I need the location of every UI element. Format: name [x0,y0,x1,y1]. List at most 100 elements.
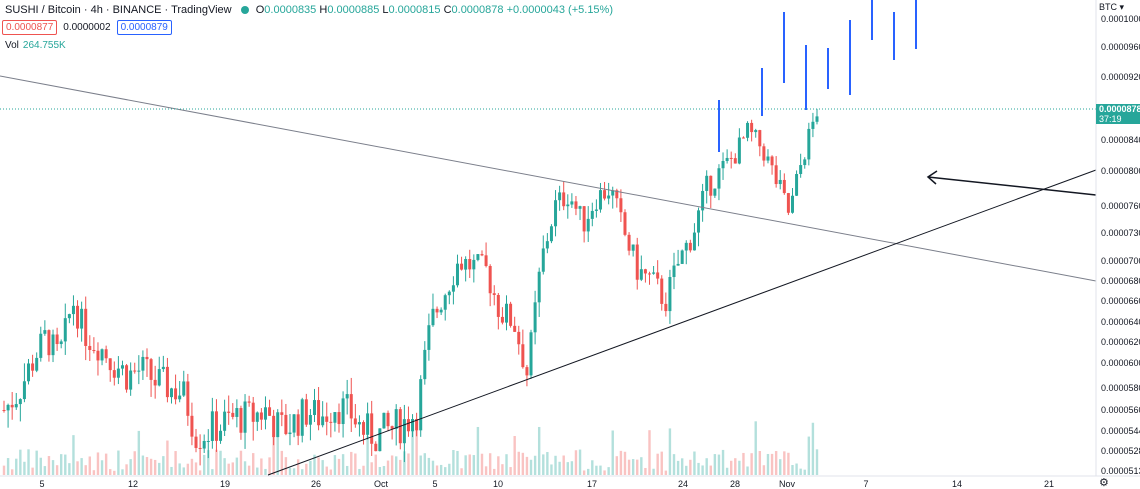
candle-body[interactable] [643,269,647,274]
candle-body[interactable] [333,412,337,423]
currency-selector[interactable]: BTC ▾ [1099,2,1124,13]
candle-body[interactable] [725,157,729,162]
candle-body[interactable] [362,422,366,435]
candle-body[interactable] [153,379,157,386]
candle-body[interactable] [460,263,464,270]
candle-body[interactable] [590,210,594,219]
candle-body[interactable] [92,350,96,352]
candle-body[interactable] [51,334,55,356]
candle-body[interactable] [96,350,100,361]
candle-body[interactable] [239,408,243,433]
candle-body[interactable] [807,128,811,160]
symbol-title[interactable]: SUSHI / Bitcoin · 4h · BINANCE · Trading… [5,4,232,16]
candle-body[interactable] [6,404,10,411]
candle-body[interactable] [435,308,439,313]
candle-body[interactable] [27,363,31,382]
candle-body[interactable] [423,349,427,380]
candle-body[interactable] [157,369,161,386]
candle-body[interactable] [149,359,153,380]
candle-body[interactable] [464,259,468,270]
candle-body[interactable] [545,241,549,249]
candle-body[interactable] [419,379,423,431]
candle-body[interactable] [84,308,88,346]
candle-body[interactable] [55,334,59,345]
candle-body[interactable] [750,122,754,133]
candle-body[interactable] [137,370,141,372]
candle-body[interactable] [656,272,660,279]
candle-body[interactable] [549,226,553,242]
candle-body[interactable] [202,440,206,449]
candle-body[interactable] [513,325,517,332]
candle-body[interactable] [603,190,607,199]
candle-body[interactable] [766,156,770,161]
candle-body[interactable] [468,259,472,270]
candle-body[interactable] [660,278,664,304]
candle-body[interactable] [733,158,737,164]
candle-body[interactable] [558,192,562,201]
candle-body[interactable] [721,161,725,169]
candle-body[interactable] [574,201,578,209]
candle-body[interactable] [231,412,235,417]
candle-body[interactable] [447,291,451,296]
sell-price-button[interactable]: 0.0000877 [2,20,58,35]
candle-body[interactable] [496,294,500,317]
candle-body[interactable] [803,159,807,166]
candle-body[interactable] [378,428,382,452]
candle-body[interactable] [517,331,521,345]
candle-body[interactable] [206,440,210,442]
candle-body[interactable] [390,426,394,429]
candle-body[interactable] [705,175,709,191]
candle-body[interactable] [300,399,304,436]
candle-body[interactable] [455,263,459,286]
candle-body[interactable] [120,365,124,369]
candle-body[interactable] [521,344,525,368]
candle-body[interactable] [174,388,178,400]
candle-body[interactable] [717,168,721,189]
candle-body[interactable] [439,309,443,313]
candle-body[interactable] [382,412,386,429]
candle-body[interactable] [582,206,586,232]
candle-body[interactable] [43,330,47,334]
candle-body[interactable] [321,416,325,426]
candle-body[interactable] [570,201,574,205]
candle-body[interactable] [374,443,378,452]
candle-body[interactable] [406,419,410,432]
candle-body[interactable] [492,293,496,295]
candle-body[interactable] [308,414,312,425]
candle-body[interactable] [431,308,435,326]
candle-body[interactable] [562,192,566,207]
candle-body[interactable] [214,411,218,441]
candle-body[interactable] [505,303,509,323]
candle-body[interactable] [639,269,643,280]
candle-body[interactable] [668,277,672,312]
candle-body[interactable] [88,345,92,351]
candle-body[interactable] [672,265,676,278]
candle-body[interactable] [680,250,684,264]
candle-body[interactable] [100,349,104,361]
buy-price-button[interactable]: 0.0000879 [116,20,172,35]
candle-body[interactable] [14,404,18,408]
candle-body[interactable] [276,412,280,438]
candle-body[interactable] [762,146,766,161]
candle-body[interactable] [529,332,533,376]
candle-body[interactable] [688,242,692,251]
candle-body[interactable] [284,414,288,435]
candle-body[interactable] [427,325,431,350]
candle-body[interactable] [631,244,635,251]
candle-body[interactable] [349,394,353,419]
candle-body[interactable] [402,419,406,444]
candle-body[interactable] [337,412,341,425]
candle-body[interactable] [296,414,300,436]
candle-body[interactable] [47,330,51,356]
candle-body[interactable] [329,421,333,423]
candle-body[interactable] [394,409,398,429]
candle-body[interactable] [325,416,329,422]
candle-body[interactable] [533,302,537,333]
candle-body[interactable] [259,412,263,420]
candle-body[interactable] [304,399,308,425]
candle-body[interactable] [170,388,174,398]
candle-body[interactable] [619,198,623,213]
arrow-annotation[interactable] [926,170,1097,196]
candle-body[interactable] [782,179,786,194]
